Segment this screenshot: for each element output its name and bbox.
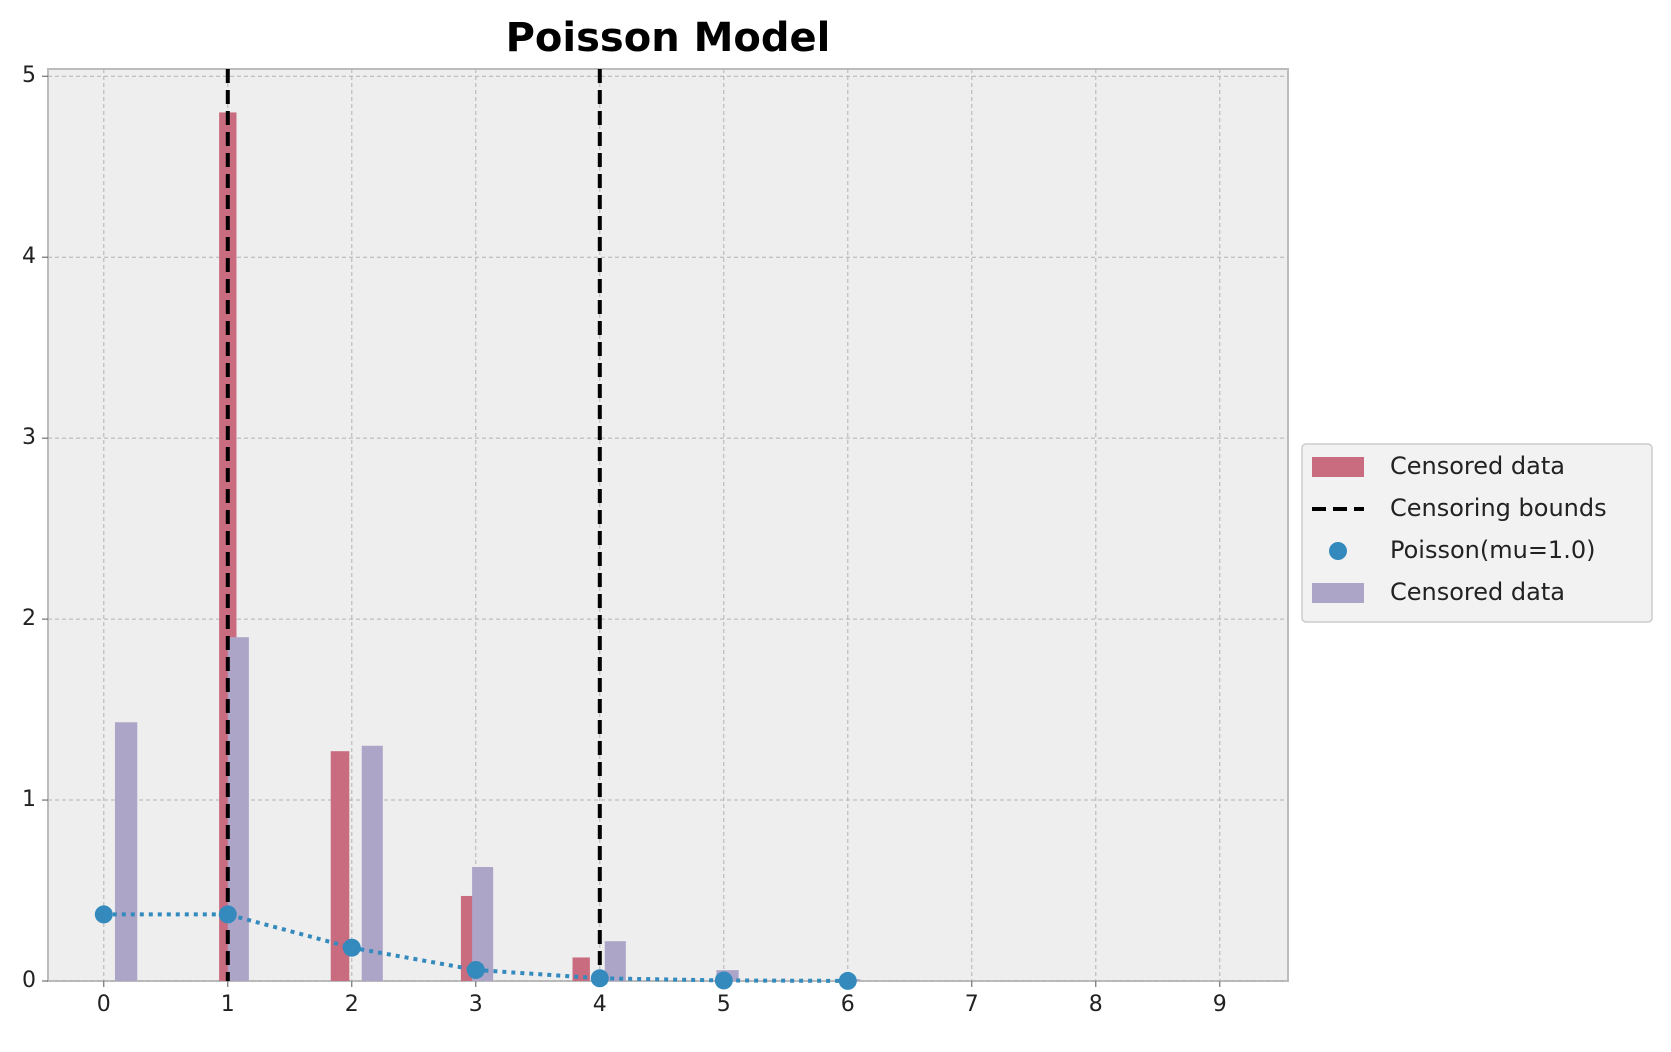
- bar: [604, 941, 626, 981]
- point: [466, 960, 485, 979]
- legend-label: Censoring bounds: [1390, 494, 1607, 522]
- x-tick-label: 9: [1213, 992, 1227, 1017]
- x-tick-label: 8: [1089, 992, 1103, 1017]
- x-tick-label: 4: [593, 992, 607, 1017]
- y-tick-label: 2: [22, 606, 36, 631]
- x-tick-label: 2: [345, 992, 359, 1017]
- y-tick-label: 3: [22, 425, 36, 450]
- y-tick-label: 0: [22, 968, 36, 993]
- bar: [361, 745, 383, 981]
- legend-swatch: [1329, 542, 1347, 560]
- bar: [472, 867, 494, 981]
- point: [342, 938, 361, 957]
- bar: [114, 722, 138, 981]
- bar: [227, 637, 249, 981]
- legend-box: [1301, 443, 1653, 623]
- legend-swatch: [1312, 583, 1364, 603]
- y-tick-label: 5: [22, 63, 36, 88]
- legend-label: Censored data: [1390, 452, 1565, 480]
- x-tick-label: 1: [221, 992, 235, 1017]
- chart-title: Poisson Model: [506, 15, 831, 61]
- labels: 0 1 2 3 4 5 6 7 8 9 0 1 2 3 4 5: [22, 63, 1227, 1017]
- x-tick-label: 6: [841, 992, 855, 1017]
- point: [590, 969, 609, 988]
- legend-label: Poisson(mu=1.0): [1390, 536, 1595, 564]
- plot-area: [47, 68, 1289, 982]
- legend-label: Censored data: [1390, 578, 1565, 606]
- point: [218, 905, 237, 924]
- x-tick-label: 3: [469, 992, 483, 1017]
- x-tick-label: 0: [97, 992, 111, 1017]
- marks: [94, 69, 861, 990]
- y-tick-label: 4: [22, 244, 36, 269]
- point: [838, 971, 857, 990]
- x-tick-label: 7: [965, 992, 979, 1017]
- legend-swatch: [1312, 457, 1364, 477]
- y-tick-label: 1: [22, 787, 36, 812]
- legend: Censored data Censoring bounds Poisson(mu=…: [1312, 452, 1607, 606]
- point: [94, 905, 113, 924]
- bar: [330, 751, 350, 981]
- point: [714, 971, 733, 990]
- x-tick-label: 5: [717, 992, 731, 1017]
